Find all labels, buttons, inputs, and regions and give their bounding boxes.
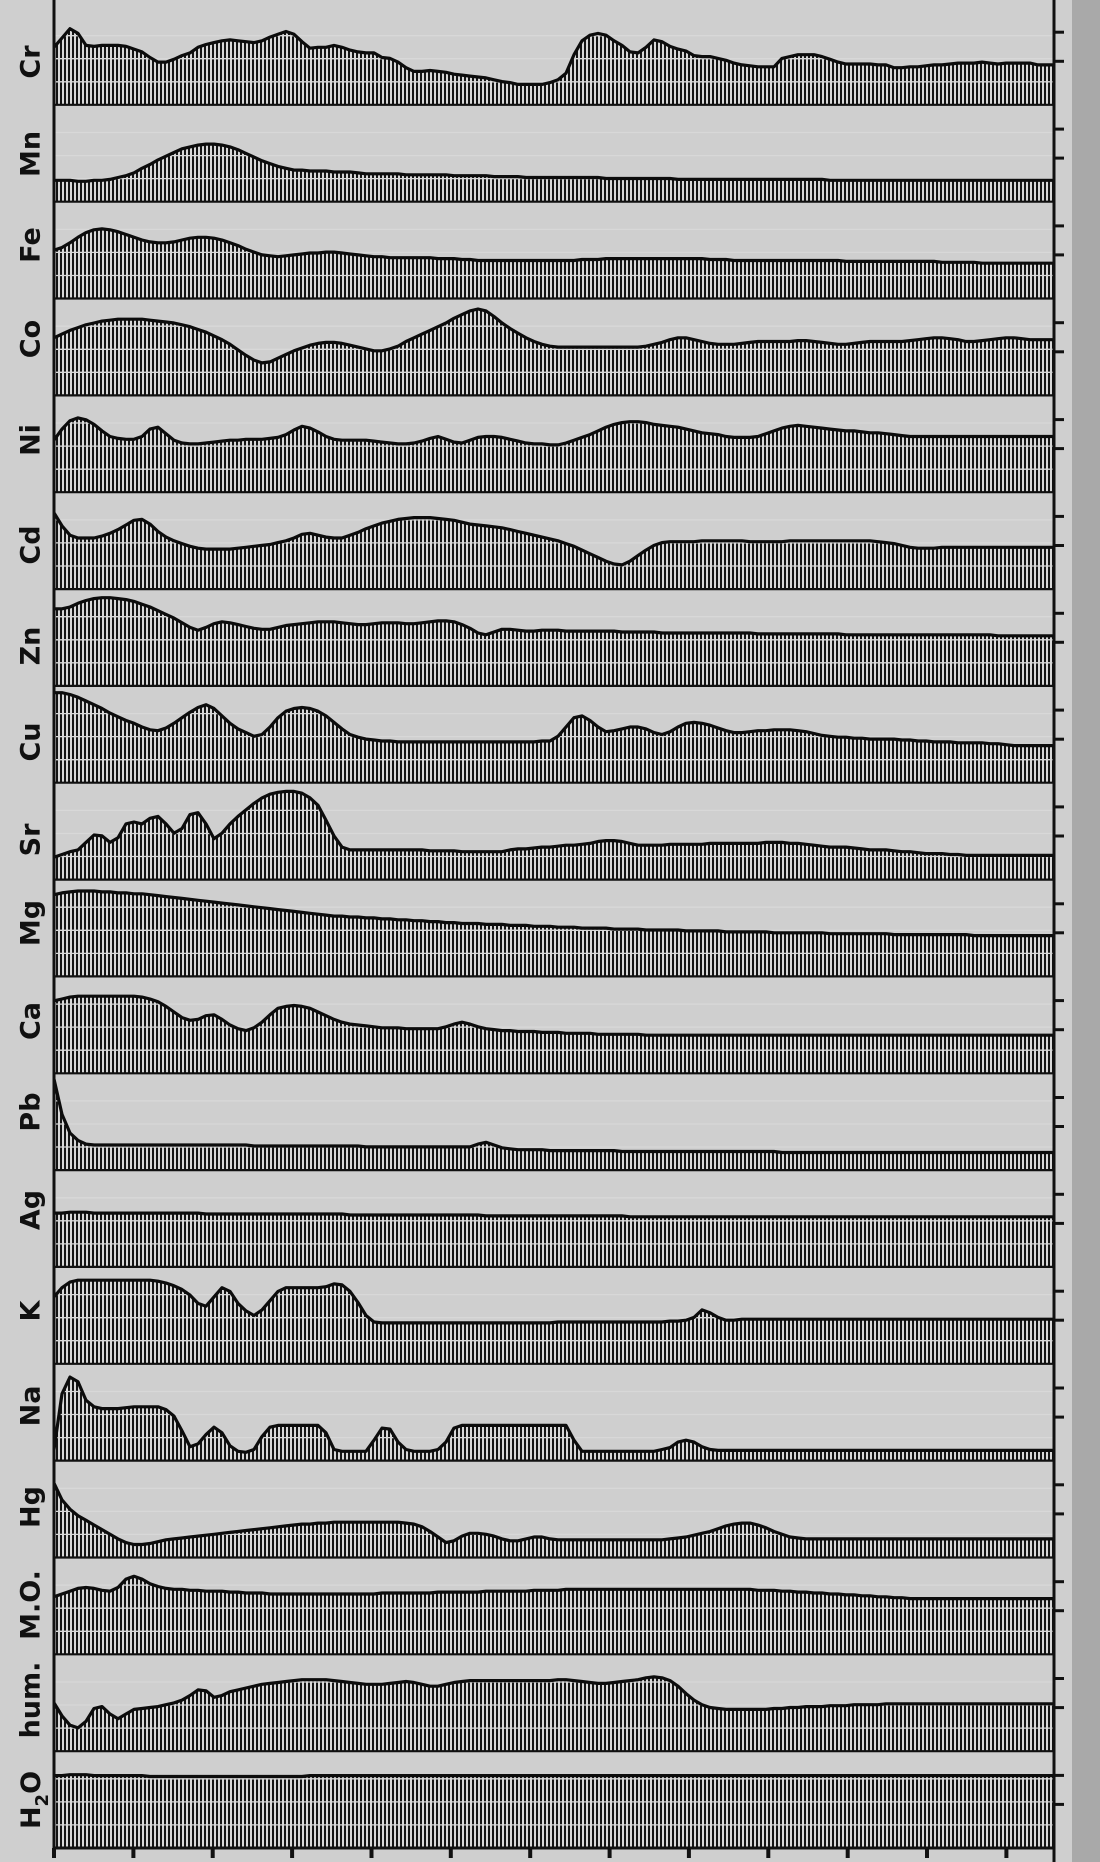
label-ca: Ca (16, 1002, 47, 1040)
panel-hg (52, 1482, 1064, 1559)
line-mg (53, 889, 1054, 938)
line-cd (52, 512, 1054, 567)
area-mn (54, 144, 1054, 202)
label-ag: Ag (16, 1190, 47, 1230)
line-h2o (54, 1773, 1054, 1779)
panel-ni (52, 416, 1064, 494)
panel-ag (54, 1192, 1064, 1269)
panel-mo (53, 1574, 1064, 1656)
bottom-ticks (52, 1848, 1009, 1858)
line-ca (53, 994, 1054, 1037)
panel-cu (54, 691, 1064, 784)
area-hum (54, 1676, 1054, 1752)
panel-pb (52, 1078, 1064, 1172)
line-cr (52, 27, 1054, 86)
line-pb (52, 1078, 1054, 1155)
area-ca (54, 996, 1054, 1074)
line-na (52, 1375, 1054, 1454)
label-cd: Cd (16, 525, 47, 564)
panel-sr (53, 789, 1064, 881)
line-mn (54, 142, 1054, 183)
right-edge-strip (1072, 0, 1100, 1862)
label-co: Co (16, 320, 47, 358)
line-cu (54, 691, 1054, 748)
panel-mn (54, 127, 1064, 203)
line-co (53, 307, 1054, 365)
area-sr (54, 791, 1054, 880)
label-fe: Fe (16, 227, 47, 263)
label-na: Na (16, 1386, 47, 1427)
label-mn: Mn (16, 131, 47, 177)
label-hum: hum. (16, 1662, 47, 1739)
line-ag (54, 1210, 1054, 1219)
label-mg: Mg (16, 900, 47, 946)
panel-cr (52, 27, 1064, 106)
panel-mg (53, 889, 1064, 978)
label-ni: Ni (16, 424, 47, 456)
axes-group (52, 0, 1100, 1862)
panel-cd (52, 512, 1064, 591)
line-zn (54, 596, 1054, 638)
line-k (52, 1278, 1054, 1325)
label-mo: M.O. (16, 1570, 47, 1640)
panel-zn (54, 596, 1064, 688)
label-sr: Sr (16, 823, 47, 856)
panel-na (52, 1375, 1064, 1462)
line-ni (52, 416, 1054, 447)
area-ag (54, 1212, 1054, 1267)
line-fe (53, 227, 1054, 265)
panel-ca (53, 994, 1064, 1075)
area-ni (54, 417, 1054, 493)
label-zn: Zn (16, 627, 47, 666)
area-zn (54, 597, 1054, 686)
area-mg (54, 891, 1054, 977)
line-hg (52, 1482, 1054, 1547)
label-h2o: H2O (16, 1771, 53, 1829)
panel-fe (53, 224, 1064, 300)
label-cu: Cu (16, 722, 47, 761)
area-fe (54, 228, 1054, 299)
line-sr (53, 789, 1054, 859)
label-h2o-sub: 2 (32, 1794, 53, 1807)
area-cr (54, 28, 1054, 105)
label-cr: Cr (16, 45, 47, 79)
label-hg: Hg (16, 1486, 47, 1528)
label-k: K (16, 1299, 47, 1321)
area-k (54, 1280, 1054, 1364)
panel-k (52, 1278, 1064, 1365)
line-hum (52, 1675, 1054, 1730)
label-column: Cr Mn Fe Co Ni Cd Zn Cu Sr Mg Ca Pb Ag K… (16, 45, 53, 1829)
area-cd (54, 512, 1054, 590)
area-h2o (54, 1774, 1054, 1848)
label-h2o-o: O (16, 1771, 47, 1794)
panels-group (52, 27, 1064, 1850)
area-mo (54, 1576, 1054, 1655)
panel-co (53, 307, 1064, 397)
area-na (54, 1377, 1054, 1461)
line-mo (53, 1574, 1054, 1601)
label-h2o-h: H (16, 1806, 47, 1829)
label-pb: Pb (16, 1092, 47, 1131)
panel-hum (52, 1675, 1064, 1753)
area-co (54, 309, 1054, 396)
panel-h2o (54, 1773, 1064, 1850)
